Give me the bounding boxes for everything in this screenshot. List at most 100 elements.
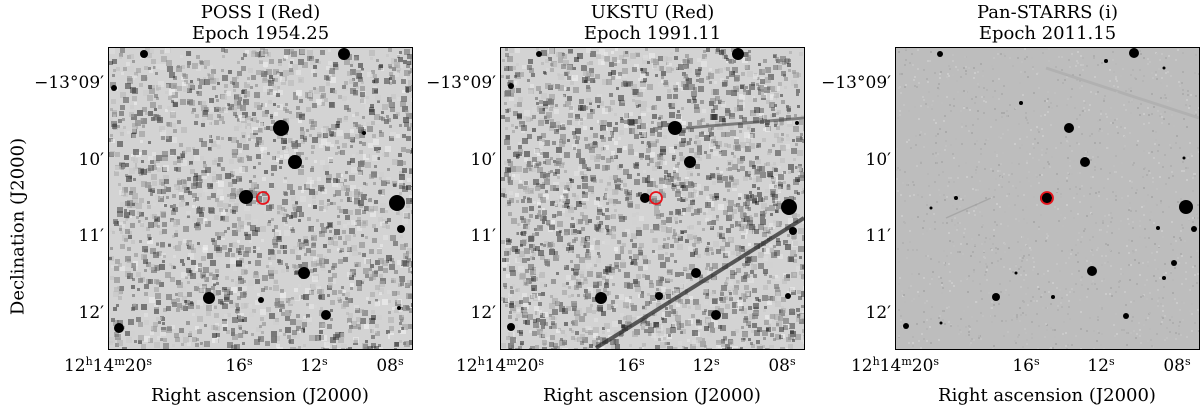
y-tick-label: 11′ (78, 226, 105, 246)
star (929, 206, 933, 210)
star (781, 199, 797, 215)
sky-image-ukstu (500, 47, 805, 350)
star (507, 323, 515, 331)
x-tick-label: 16s (1012, 355, 1040, 376)
y-tick-label: 12′ (470, 303, 497, 323)
x-axis-label: Right ascension (J2000) (151, 385, 369, 406)
x-tick-label: 16s (225, 355, 253, 376)
star (640, 193, 650, 203)
epoch-label: Epoch 1991.11 (583, 23, 722, 44)
x-tick-label: 12h14m20s (63, 355, 153, 376)
y-tick-label: −13°09′ (34, 73, 104, 93)
star (992, 293, 1000, 301)
x-axis-label: Right ascension (J2000) (938, 385, 1156, 406)
star (1162, 66, 1166, 70)
x-tick-label: 08s (1163, 355, 1191, 376)
survey-name: Pan-STARRS (i) (976, 2, 1119, 23)
target-marker-circle (649, 191, 663, 205)
x-axis-label: Right ascension (J2000) (543, 385, 761, 406)
star (1087, 266, 1097, 276)
star (785, 293, 791, 299)
y-tick-label: 10′ (78, 150, 105, 170)
star (939, 321, 943, 325)
star (397, 306, 401, 310)
star (1019, 101, 1023, 105)
star (668, 121, 682, 135)
star (508, 83, 514, 89)
star (1191, 226, 1197, 232)
star (273, 120, 289, 136)
star (937, 51, 943, 57)
y-tick-label: 11′ (865, 226, 892, 246)
star (691, 268, 701, 278)
y-tick-label: 12′ (865, 303, 892, 323)
x-tick-label: 12h14m20s (455, 355, 545, 376)
survey-name: UKSTU (Red) (590, 2, 715, 23)
x-tick-label: 12h14m20s (850, 355, 940, 376)
panel-panstarrs: Pan-STARRS (i) Epoch 2011.15 (895, 0, 1200, 415)
star (1051, 295, 1055, 299)
sky-field (109, 48, 412, 349)
star (140, 50, 148, 58)
y-tick-label: 10′ (865, 150, 892, 170)
panel-ukstu: UKSTU (Red) Epoch 1991.11 (500, 0, 805, 415)
star (1179, 200, 1193, 214)
star (1171, 260, 1177, 266)
star (389, 195, 405, 211)
panel-title: POSS I (Red) Epoch 1954.25 (108, 2, 413, 44)
star (789, 227, 797, 235)
star (1080, 157, 1090, 167)
star (536, 51, 542, 57)
target-marker-circle (256, 191, 270, 205)
star (397, 225, 405, 233)
star (1014, 271, 1018, 275)
star (1064, 123, 1074, 133)
star (1123, 313, 1129, 319)
sky-image-panstarrs (895, 47, 1200, 350)
star (711, 310, 721, 320)
panel-title: Pan-STARRS (i) Epoch 2011.15 (895, 2, 1200, 44)
star (362, 131, 366, 135)
sky-field (896, 48, 1199, 349)
star (1040, 192, 1052, 204)
star (732, 48, 744, 60)
star (595, 292, 607, 304)
satellite-trail (594, 216, 804, 349)
star (1129, 48, 1139, 58)
x-tick-label: 08s (768, 355, 796, 376)
star (338, 48, 350, 60)
target-marker-circle (1040, 191, 1054, 205)
sky-background (501, 48, 804, 349)
star (111, 85, 117, 91)
star (684, 156, 696, 168)
star (903, 323, 909, 329)
star (655, 292, 663, 300)
star (1104, 59, 1108, 63)
panel-title: UKSTU (Red) Epoch 1991.11 (500, 2, 805, 44)
star (1182, 156, 1186, 160)
epoch-label: Epoch 1954.25 (191, 23, 330, 44)
sky-field (501, 48, 804, 349)
epoch-label: Epoch 2011.15 (978, 23, 1117, 44)
survey-name: POSS I (Red) (200, 2, 321, 23)
x-tick-label: 08s (376, 355, 404, 376)
x-tick-label: 16s (617, 355, 645, 376)
y-tick-label: −13°09′ (821, 73, 891, 93)
x-tick-label: 12s (300, 355, 328, 376)
star (288, 155, 302, 169)
star (239, 190, 253, 204)
y-tick-label: −13°09′ (426, 73, 496, 93)
star (795, 121, 799, 125)
panel-poss: POSS I (Red) Epoch 1954.25 (108, 0, 413, 415)
star (1162, 276, 1166, 280)
star (1156, 226, 1160, 230)
star (298, 267, 310, 279)
star (114, 323, 124, 333)
y-tick-label: 11′ (470, 226, 497, 246)
star (258, 297, 264, 303)
x-tick-label: 12s (1087, 355, 1115, 376)
x-tick-label: 12s (692, 355, 720, 376)
star (954, 196, 958, 200)
star (321, 310, 331, 320)
y-tick-label: 10′ (470, 150, 497, 170)
